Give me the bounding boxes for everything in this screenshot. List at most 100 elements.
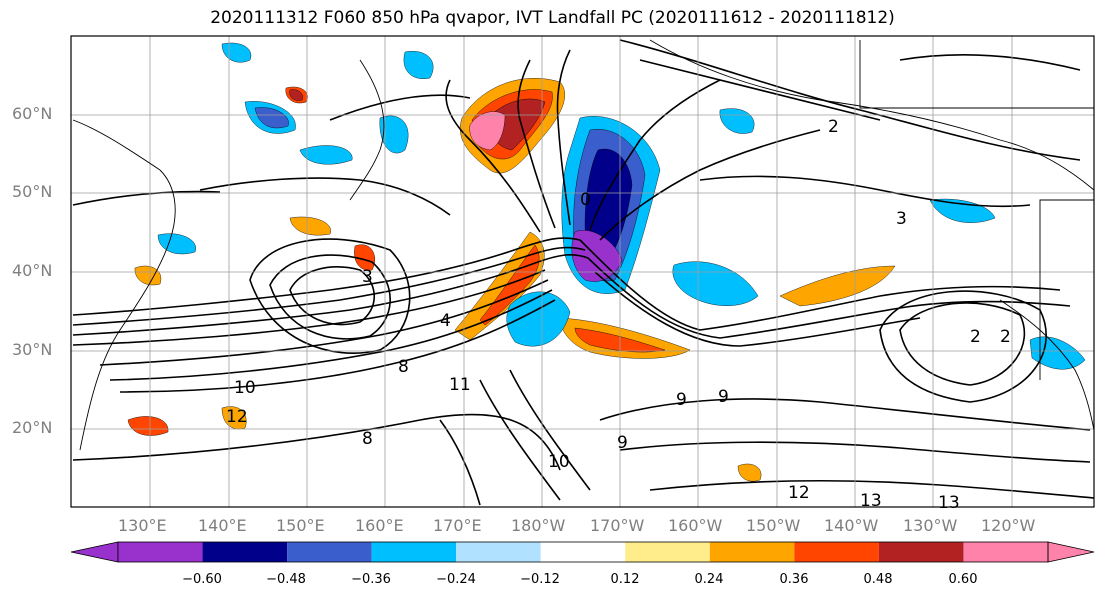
colorbar-tick-label: 0.60	[948, 572, 978, 587]
lon-label: 140°E	[198, 516, 247, 535]
contour-label: 11	[449, 375, 471, 395]
anomaly-patch	[469, 111, 506, 151]
colorbar-tick-label: −0.24	[436, 572, 476, 587]
contour-line	[72, 253, 589, 336]
contour-line	[579, 239, 1061, 331]
contour-label: 8	[398, 357, 409, 377]
contour-label: 3	[896, 209, 907, 229]
lat-label: 20°N	[12, 418, 53, 437]
shaded-anomalies	[127, 42, 1086, 482]
colorbar-segment	[963, 542, 1048, 562]
anomaly-patch	[127, 416, 169, 436]
contour-line	[199, 177, 451, 216]
contour-line	[599, 398, 1091, 431]
coastline	[859, 40, 1094, 109]
lon-label: 140°W	[824, 516, 879, 535]
lon-label: 160°W	[668, 516, 723, 535]
contour-line	[329, 94, 471, 121]
anomaly-patch	[221, 406, 247, 430]
colorbar-segment	[371, 542, 457, 562]
contour-line	[649, 480, 1095, 499]
contour-label: 12	[226, 407, 248, 427]
anomaly-patch	[299, 145, 353, 165]
colorbar-tick-label: 0.36	[779, 572, 809, 587]
anomaly-patch	[1029, 336, 1086, 370]
contour-line	[619, 39, 1081, 161]
colorbar-segment	[878, 542, 964, 562]
contour-label: 13	[860, 491, 882, 511]
coastline	[349, 59, 385, 201]
lon-label: 130°W	[903, 516, 958, 535]
lon-label: 170°W	[590, 516, 645, 535]
contour-line	[289, 266, 375, 326]
anomaly-patch	[134, 265, 162, 286]
anomaly-patch	[403, 51, 434, 79]
contour-line	[479, 379, 561, 501]
contour-line	[899, 302, 1026, 386]
coastline	[72, 119, 176, 451]
lat-label: 60°N	[12, 104, 53, 123]
anomaly-patch	[289, 89, 303, 101]
contour-line	[72, 269, 546, 346]
colorbar-tick-label: −0.36	[351, 572, 391, 587]
contour-label: 8	[362, 429, 373, 449]
lat-label: 40°N	[12, 261, 53, 280]
contour-line	[119, 299, 556, 393]
anomaly-patch	[254, 107, 289, 129]
colorbar-segment	[287, 542, 372, 562]
coastline	[649, 39, 1095, 191]
colorbar-tick-label: 0.12	[610, 572, 640, 587]
contour-line	[619, 441, 1091, 463]
coastline	[1039, 199, 1094, 380]
lon-label: 160°E	[355, 516, 404, 535]
contour-label: 3	[362, 267, 373, 287]
colorbar-frame	[117, 541, 1049, 563]
contour-line	[589, 79, 721, 231]
colorbar-segment	[540, 542, 626, 562]
contour-label: 2	[828, 117, 839, 137]
colorbar-segment	[202, 542, 288, 562]
contour-line	[249, 238, 411, 354]
contour-line	[639, 59, 881, 121]
gridlines	[71, 36, 1094, 507]
colorbar-tick-label: −0.48	[266, 572, 306, 587]
contour-line	[439, 419, 481, 506]
contour-line	[594, 271, 921, 347]
anomaly-patch	[737, 463, 762, 482]
contour-label: 9	[617, 433, 628, 453]
contour-line	[99, 279, 549, 366]
lon-label: 180°W	[511, 516, 566, 535]
contour-label: 13	[938, 493, 960, 513]
contour-label: 9	[676, 390, 687, 410]
contour-line	[109, 289, 553, 381]
contour-label: 10	[548, 452, 570, 472]
chart-title: 2020111312 F060 850 hPa qvapor, IVT Land…	[210, 8, 895, 28]
colorbar-segment	[625, 542, 710, 562]
anomaly-patch	[157, 233, 196, 255]
colorbar-segment	[794, 542, 879, 562]
colorbar	[70, 541, 1095, 563]
contour-label: 10	[234, 378, 256, 398]
lon-label: 130°E	[118, 516, 167, 535]
contour-line	[599, 129, 821, 241]
plot-frame	[70, 35, 1095, 508]
lon-label: 170°E	[433, 516, 482, 535]
contour-line	[269, 254, 391, 340]
colorbar-segment	[709, 542, 795, 562]
anomaly-patch	[672, 261, 759, 306]
contour-label: 9	[718, 387, 729, 407]
colorbar-tick-label: −0.60	[182, 572, 222, 587]
contour-label: 0	[580, 190, 591, 210]
contour-label: 12	[788, 483, 810, 503]
colorbar-segment	[456, 542, 541, 562]
contour-label: 4	[440, 311, 451, 331]
contour-line	[517, 59, 556, 229]
contour-line	[899, 53, 1081, 71]
colorbar-extend-right	[1047, 541, 1095, 563]
colorbar-extend-left	[70, 541, 119, 563]
lat-label: 50°N	[12, 182, 53, 201]
coastlines	[72, 39, 1095, 451]
contour-line	[699, 175, 1031, 208]
